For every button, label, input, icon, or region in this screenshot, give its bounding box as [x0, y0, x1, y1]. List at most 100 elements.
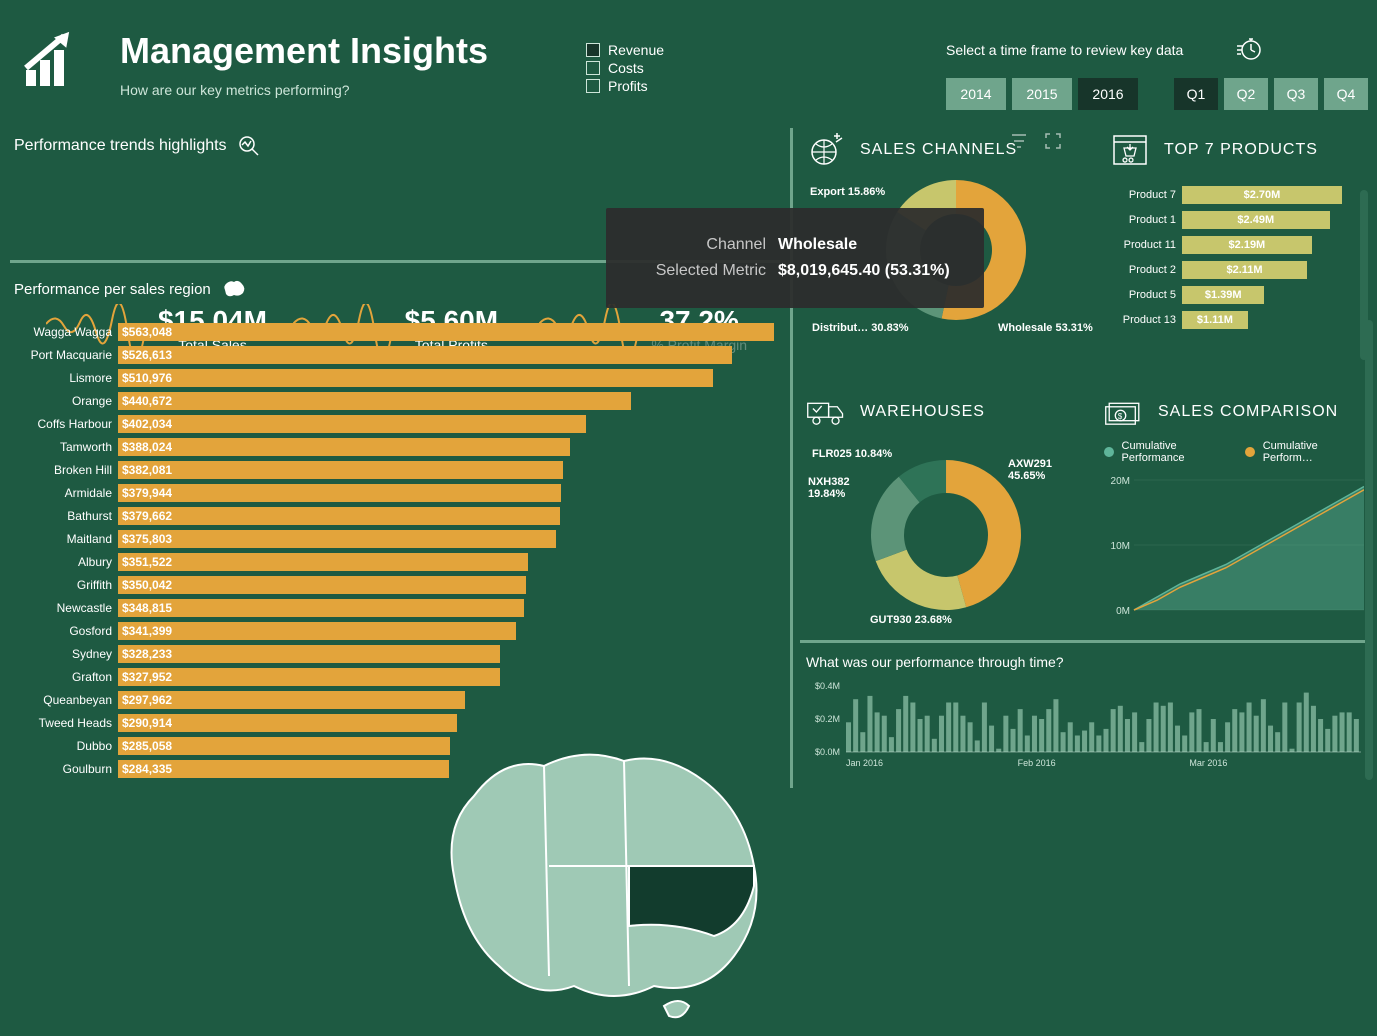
region-bar-row[interactable]: Port Macquarie$526,613: [14, 343, 774, 366]
year-button[interactable]: 2014: [946, 78, 1006, 110]
region-bar-value: $341,399: [118, 622, 516, 640]
region-bar-row[interactable]: Newcastle$348,815: [14, 596, 774, 619]
product-name: Product 5: [1110, 289, 1182, 301]
stopwatch-icon: [1235, 34, 1263, 62]
product-bar-value: $1.11M: [1182, 311, 1248, 329]
product-bar-row[interactable]: Product 1$2.49M: [1110, 209, 1362, 231]
product-bar-row[interactable]: Product 2$2.11M: [1110, 259, 1362, 281]
region-bar-value: $563,048: [118, 323, 774, 341]
globe-icon: [806, 130, 846, 170]
scrollbar[interactable]: [1360, 190, 1368, 360]
region-bar-row[interactable]: Grafton$327,952: [14, 665, 774, 688]
region-bar-row[interactable]: Tamworth$388,024: [14, 435, 774, 458]
region-bar-row[interactable]: Gosford$341,399: [14, 619, 774, 642]
region-bar-value: $526,613: [118, 346, 732, 364]
region-bar-row[interactable]: Coffs Harbour$402,034: [14, 412, 774, 435]
region-bar-row[interactable]: Maitland$375,803: [14, 527, 774, 550]
region-name: Grafton: [14, 670, 118, 684]
scrollbar[interactable]: [1365, 320, 1373, 780]
money-icon: $: [1104, 392, 1144, 432]
focus-mode-icon[interactable]: [1044, 132, 1062, 150]
svg-text:$0.4M: $0.4M: [815, 681, 840, 691]
australia-icon: [221, 276, 247, 302]
australia-map[interactable]: [434, 726, 774, 1036]
region-name: Gosford: [14, 624, 118, 638]
chart-tooltip: Channel Wholesale Selected Metric $8,019…: [606, 208, 984, 308]
legend-item[interactable]: Costs: [586, 60, 664, 76]
region-bar-value: $350,042: [118, 576, 526, 594]
filter-icon[interactable]: [1010, 132, 1028, 150]
svg-text:Feb 2016: Feb 2016: [1018, 758, 1056, 768]
product-name: Product 7: [1110, 189, 1182, 201]
region-bar-value: $382,081: [118, 461, 563, 479]
svg-text:0M: 0M: [1116, 606, 1130, 617]
trend-search-icon: [237, 134, 261, 158]
region-bar-row[interactable]: Orange$440,672: [14, 389, 774, 412]
timeframe-label: Select a time frame to review key data: [946, 42, 1183, 58]
quarter-button[interactable]: Q3: [1274, 78, 1318, 110]
region-name: Tamworth: [14, 440, 118, 454]
product-bar-value: $1.39M: [1182, 286, 1264, 304]
region-bar-value: $402,034: [118, 415, 586, 433]
cart-icon: [1110, 130, 1150, 170]
quarter-button[interactable]: Q1: [1174, 78, 1218, 110]
top-products-title: TOP 7 PRODUCTS: [1164, 141, 1318, 159]
region-name: Albury: [14, 555, 118, 569]
region-bar-row[interactable]: Griffith$350,042: [14, 573, 774, 596]
region-bar-value: $510,976: [118, 369, 713, 387]
year-button[interactable]: 2016: [1078, 78, 1138, 110]
region-bar-row[interactable]: Sydney$328,233: [14, 642, 774, 665]
region-name: Armidale: [14, 486, 118, 500]
sales-comparison-chart[interactable]: 0M10M20M: [1104, 470, 1364, 630]
region-bar-value: $388,024: [118, 438, 570, 456]
year-button[interactable]: 2015: [1012, 78, 1072, 110]
region-name: Broken Hill: [14, 463, 118, 477]
legend-item[interactable]: Revenue: [586, 42, 664, 58]
region-name: Coffs Harbour: [14, 417, 118, 431]
region-bar-value: $379,662: [118, 507, 560, 525]
product-bar-value: $2.19M: [1182, 236, 1312, 254]
svg-text:20M: 20M: [1111, 476, 1130, 487]
legend-label: Costs: [608, 60, 644, 76]
region-bar-row[interactable]: Bathurst$379,662: [14, 504, 774, 527]
region-bar-row[interactable]: Queanbeyan$297,962: [14, 688, 774, 711]
region-name: Queanbeyan: [14, 693, 118, 707]
region-bar-value: $290,914: [118, 714, 457, 732]
product-name: Product 2: [1110, 264, 1182, 276]
region-name: Bathurst: [14, 509, 118, 523]
region-bar-row[interactable]: Broken Hill$382,081: [14, 458, 774, 481]
quarter-button[interactable]: Q4: [1324, 78, 1368, 110]
tooltip-value: Wholesale: [766, 236, 964, 254]
svg-text:Mar 2016: Mar 2016: [1189, 758, 1227, 768]
highlights-title: Performance trends highlights: [14, 137, 227, 155]
tooltip-key: Channel: [626, 236, 766, 254]
region-bar-row[interactable]: Armidale$379,944: [14, 481, 774, 504]
region-bar-row[interactable]: Wagga Wagga$563,048: [14, 320, 774, 343]
product-name: Product 11: [1110, 239, 1182, 251]
region-bar-row[interactable]: Lismore$510,976: [14, 366, 774, 389]
product-bar-row[interactable]: Product 5$1.39M: [1110, 284, 1362, 306]
svg-text:$: $: [1118, 412, 1123, 421]
donut-slice-label: NXH38219.84%: [808, 476, 850, 500]
product-bar-value: $2.49M: [1182, 211, 1330, 229]
product-bar-row[interactable]: Product 7$2.70M: [1110, 184, 1362, 206]
region-bar-value: $284,335: [118, 760, 449, 778]
logo-icon: [20, 22, 90, 92]
region-bar-value: $328,233: [118, 645, 500, 663]
perf-time-chart[interactable]: $0.0M$0.2M$0.4MJan 2016Feb 2016Mar 2016: [806, 680, 1361, 770]
region-name: Tweed Heads: [14, 716, 118, 730]
product-name: Product 1: [1110, 214, 1182, 226]
legend-item[interactable]: Profits: [586, 78, 664, 94]
product-bar-row[interactable]: Product 13$1.11M: [1110, 309, 1362, 331]
tooltip-value: $8,019,645.40 (53.31%): [766, 262, 964, 280]
region-bar-value: $375,803: [118, 530, 556, 548]
region-bar-row[interactable]: Albury$351,522: [14, 550, 774, 573]
region-bar-value: $379,944: [118, 484, 561, 502]
region-name: Lismore: [14, 371, 118, 385]
donut-slice-label: FLR025 10.84%: [812, 448, 892, 460]
region-bar-value: $440,672: [118, 392, 631, 410]
product-bar-row[interactable]: Product 11$2.19M: [1110, 234, 1362, 256]
product-bar-value: $2.11M: [1182, 261, 1307, 279]
quarter-button[interactable]: Q2: [1224, 78, 1268, 110]
region-name: Sydney: [14, 647, 118, 661]
